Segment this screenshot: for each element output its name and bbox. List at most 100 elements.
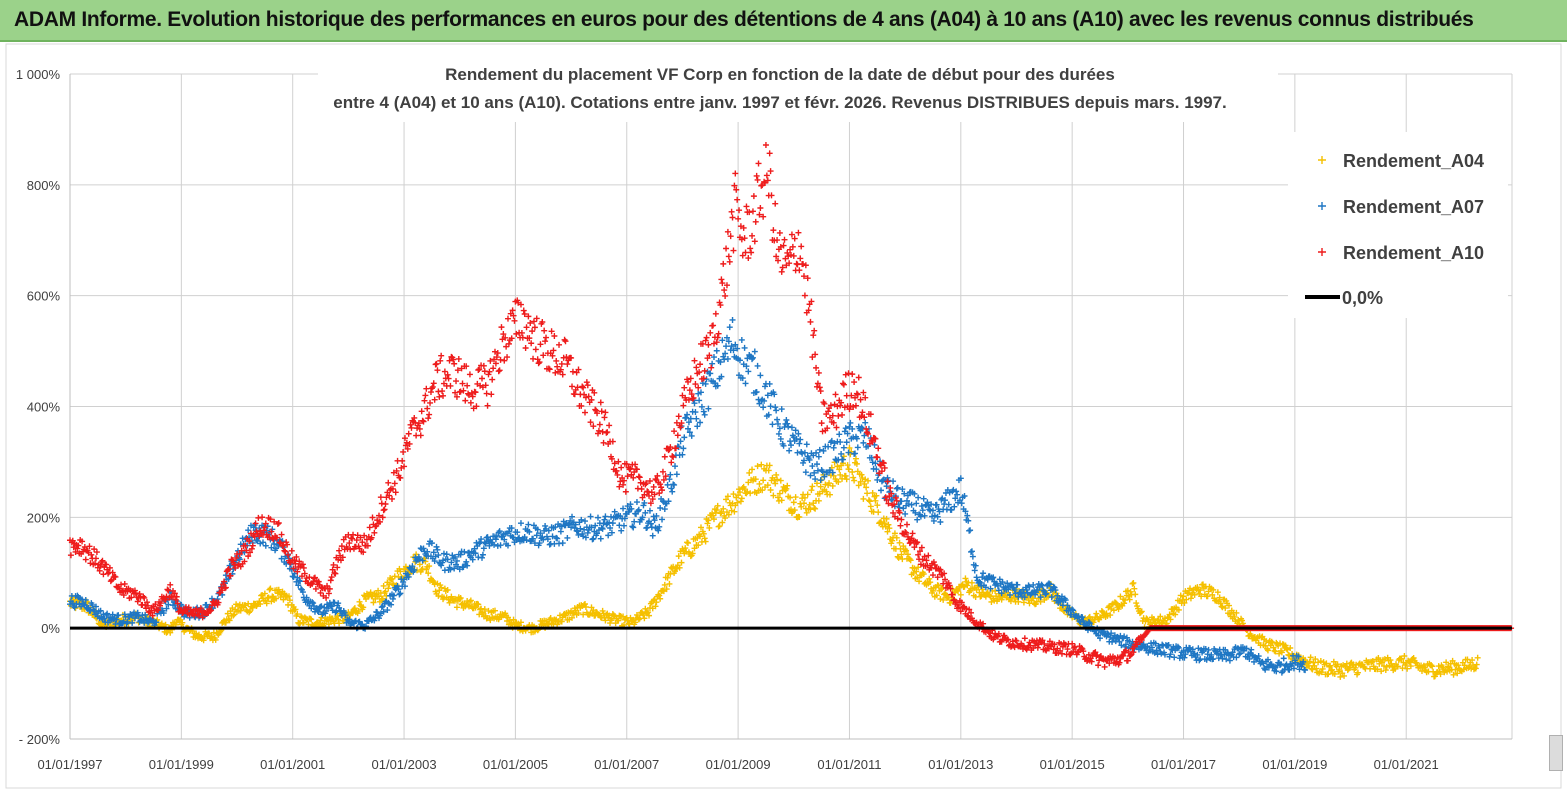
data-point bbox=[273, 545, 279, 552]
data-point bbox=[706, 524, 713, 531]
x-tick-label: 01/01/1997 bbox=[37, 757, 102, 772]
data-point bbox=[296, 620, 303, 627]
data-point bbox=[769, 421, 776, 428]
data-point bbox=[920, 495, 927, 502]
data-point bbox=[900, 505, 907, 512]
data-point bbox=[990, 574, 997, 581]
data-point bbox=[1046, 581, 1053, 588]
data-point bbox=[534, 526, 541, 533]
data-point bbox=[852, 455, 859, 462]
data-point bbox=[817, 477, 824, 484]
data-point bbox=[638, 485, 645, 492]
data-point bbox=[1198, 593, 1205, 600]
data-point bbox=[583, 379, 590, 386]
data-point bbox=[385, 479, 392, 486]
data-point bbox=[743, 363, 750, 370]
data-point bbox=[564, 534, 571, 541]
data-point bbox=[455, 355, 462, 362]
data-point bbox=[1472, 665, 1479, 672]
data-point bbox=[904, 492, 911, 499]
data-point bbox=[263, 600, 270, 607]
data-point bbox=[1006, 591, 1013, 598]
data-point bbox=[453, 604, 460, 611]
data-point bbox=[471, 545, 478, 552]
data-point bbox=[571, 391, 578, 398]
data-point bbox=[456, 596, 463, 603]
data-point bbox=[1109, 638, 1116, 645]
data-point bbox=[869, 489, 876, 496]
data-point bbox=[812, 476, 819, 483]
data-point bbox=[603, 429, 610, 436]
data-point bbox=[726, 324, 733, 331]
data-point bbox=[957, 475, 964, 482]
data-point bbox=[1382, 667, 1389, 674]
data-point bbox=[653, 599, 660, 606]
y-tick-label: 1 000% bbox=[16, 67, 61, 82]
data-point bbox=[844, 430, 851, 437]
data-point bbox=[237, 607, 244, 614]
data-point bbox=[725, 511, 732, 518]
data-point bbox=[505, 528, 512, 535]
data-point bbox=[829, 482, 836, 489]
scroll-corner-control[interactable] bbox=[1549, 735, 1563, 771]
data-point bbox=[1217, 600, 1224, 607]
data-point bbox=[602, 513, 609, 520]
data-point bbox=[736, 486, 743, 493]
data-point bbox=[1110, 607, 1117, 614]
data-point bbox=[707, 370, 714, 377]
data-point bbox=[745, 255, 752, 262]
data-point bbox=[1098, 607, 1105, 614]
data-point bbox=[602, 617, 609, 624]
data-point bbox=[469, 556, 476, 563]
data-point bbox=[1204, 651, 1211, 658]
data-point bbox=[160, 610, 167, 617]
data-point bbox=[865, 477, 872, 484]
data-point bbox=[1287, 644, 1294, 651]
data-point bbox=[642, 509, 649, 516]
data-point bbox=[1125, 592, 1132, 599]
data-point bbox=[131, 615, 138, 622]
data-point bbox=[631, 518, 638, 525]
data-point bbox=[914, 516, 921, 523]
data-point bbox=[605, 532, 612, 539]
data-point bbox=[447, 566, 454, 573]
data-point bbox=[492, 536, 499, 543]
data-point bbox=[79, 538, 86, 545]
x-tick-label: 01/01/2011 bbox=[817, 757, 881, 772]
data-point bbox=[776, 425, 783, 432]
data-point bbox=[663, 586, 670, 593]
data-point bbox=[597, 535, 604, 542]
data-point bbox=[811, 327, 818, 334]
data-point bbox=[346, 616, 353, 623]
data-point bbox=[1219, 604, 1226, 611]
data-point bbox=[681, 384, 688, 391]
data-point bbox=[1107, 612, 1114, 619]
data-point bbox=[707, 329, 714, 336]
data-point bbox=[679, 451, 686, 458]
data-point bbox=[767, 487, 774, 493]
data-point bbox=[420, 545, 427, 552]
data-point bbox=[1104, 612, 1111, 619]
x-tick-label: 01/01/2021 bbox=[1374, 757, 1439, 772]
data-point bbox=[1144, 643, 1151, 650]
data-point bbox=[1097, 635, 1103, 642]
data-point bbox=[875, 509, 882, 516]
data-point bbox=[112, 573, 119, 580]
data-point bbox=[342, 612, 349, 619]
data-point bbox=[700, 408, 707, 415]
data-point bbox=[359, 621, 366, 628]
data-point bbox=[292, 606, 299, 613]
data-point bbox=[912, 509, 919, 516]
data-point bbox=[141, 594, 148, 601]
data-point bbox=[620, 522, 627, 529]
data-point bbox=[701, 411, 708, 418]
data-point bbox=[889, 497, 896, 504]
data-point bbox=[685, 419, 692, 426]
data-point bbox=[1444, 663, 1451, 670]
data-point bbox=[1231, 613, 1238, 620]
data-point bbox=[675, 444, 682, 451]
data-point bbox=[747, 245, 754, 252]
data-point bbox=[725, 253, 732, 260]
data-point bbox=[945, 501, 952, 508]
data-point bbox=[710, 354, 717, 361]
